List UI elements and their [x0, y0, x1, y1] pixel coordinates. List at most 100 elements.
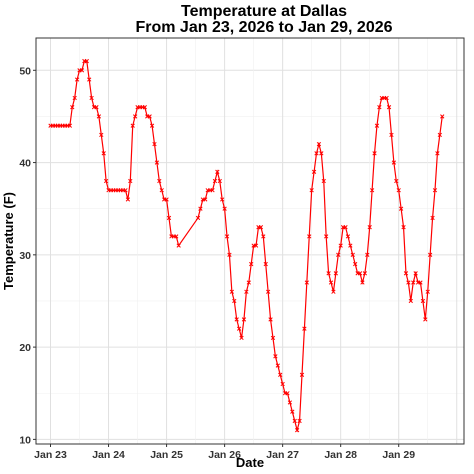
data-point-marker [285, 391, 290, 396]
data-point-marker [297, 418, 302, 424]
data-point-marker [166, 215, 172, 221]
data-point-marker [425, 289, 430, 294]
plot-panel-border [35, 37, 465, 445]
data-point-marker [391, 160, 397, 165]
data-point-marker [152, 141, 157, 147]
data-point-marker [338, 243, 343, 248]
data-point-marker [67, 123, 73, 128]
data-point-marker [125, 197, 131, 202]
data-point-marker [224, 234, 230, 239]
data-point-marker [365, 252, 370, 257]
data-point-marker [195, 215, 201, 221]
x-tick-label: Jan 23 [34, 449, 67, 461]
data-point-marker [87, 77, 92, 82]
data-point-marker [345, 234, 351, 239]
data-point-marker [314, 151, 319, 156]
chart-title: Temperature at Dallas [181, 3, 347, 20]
data-point-marker [258, 225, 264, 230]
data-point-marker [326, 271, 331, 276]
data-point-marker [423, 317, 428, 322]
data-point-marker [408, 298, 413, 304]
data-point-marker [130, 123, 135, 128]
data-point-marker [413, 271, 418, 276]
x-tick-label: Jan 29 [382, 449, 415, 461]
data-point-marker [227, 252, 232, 257]
x-tick-label: Jan 28 [324, 449, 357, 461]
y-tick-label: 30 [19, 250, 31, 262]
data-point-marker [353, 261, 358, 267]
data-point-marker [343, 225, 348, 230]
data-point-marker [328, 280, 334, 285]
data-point-marker [234, 317, 239, 322]
data-point-marker [348, 243, 353, 248]
data-point-marker [253, 243, 259, 248]
data-point-marker [396, 188, 401, 193]
data-point-marker [229, 289, 235, 294]
data-point-marker [132, 114, 138, 119]
data-point-marker [360, 280, 365, 285]
x-axis: Jan 23 Jan 24 Jan 25 Jan 26 Jan 27 Jan 28 Jan … [34, 444, 415, 461]
data-point-marker [398, 206, 404, 211]
data-point-marker [319, 151, 324, 156]
data-point-marker [437, 132, 442, 138]
data-point-marker [394, 178, 399, 184]
data-point-marker [268, 317, 273, 322]
data-point-marker [249, 261, 254, 267]
data-point-marker [263, 261, 268, 267]
x-tick-label: Jan 26 [208, 449, 241, 461]
x-tick-label: Jan 27 [266, 449, 299, 461]
data-point-marker [377, 105, 382, 110]
data-point-marker [278, 372, 283, 377]
data-point-marker [99, 132, 104, 138]
data-point-marker [311, 169, 317, 174]
data-point-marker [215, 169, 220, 174]
chart-subtitle: From Jan 23, 2026 to Jan 29, 2026 [135, 19, 392, 36]
data-point-marker [290, 409, 295, 414]
data-point-marker [203, 197, 208, 202]
data-point-marker [336, 252, 341, 257]
data-point-marker [96, 114, 102, 119]
data-point-marker [401, 225, 406, 230]
y-tick-label: 50 [19, 65, 31, 77]
data-point-marker [103, 178, 109, 184]
data-point-marker [220, 197, 225, 202]
data-point-marker [374, 123, 380, 128]
series-points [48, 58, 445, 433]
data-point-marker [350, 252, 355, 257]
data-point-marker [331, 289, 336, 294]
data-point-marker [275, 363, 280, 368]
data-point-marker [239, 335, 244, 341]
y-axis: 10 20 30 40 50 [19, 65, 36, 446]
data-point-marker [406, 280, 411, 285]
data-point-marker [420, 298, 426, 304]
data-point-marker [299, 372, 305, 377]
data-point-marker [292, 418, 297, 424]
data-point-marker [212, 178, 218, 184]
y-tick-label: 20 [19, 342, 31, 354]
data-point-marker [270, 335, 276, 341]
data-point-marker [273, 354, 278, 359]
data-point-marker [321, 178, 326, 184]
data-point-marker [369, 188, 375, 193]
data-point-marker [94, 105, 99, 110]
data-point-marker [123, 188, 128, 193]
data-point-marker [427, 252, 433, 257]
data-point-marker [302, 326, 307, 331]
data-point-marker [241, 317, 247, 322]
data-point-marker [304, 280, 309, 285]
data-point-marker [89, 95, 94, 101]
data-point-marker [154, 160, 160, 165]
data-point-marker [418, 280, 423, 285]
data-point-marker [210, 188, 215, 193]
data-point-marker [333, 271, 338, 276]
grid [36, 38, 464, 444]
data-point-marker [244, 289, 249, 294]
x-axis-title: Date [236, 455, 264, 470]
data-point-marker [403, 271, 409, 276]
data-point-marker [384, 95, 389, 101]
data-point-marker [70, 105, 75, 110]
data-point-marker [246, 280, 251, 285]
data-point-marker [307, 234, 312, 239]
data-point-marker [236, 326, 242, 331]
data-point-marker [147, 114, 152, 119]
